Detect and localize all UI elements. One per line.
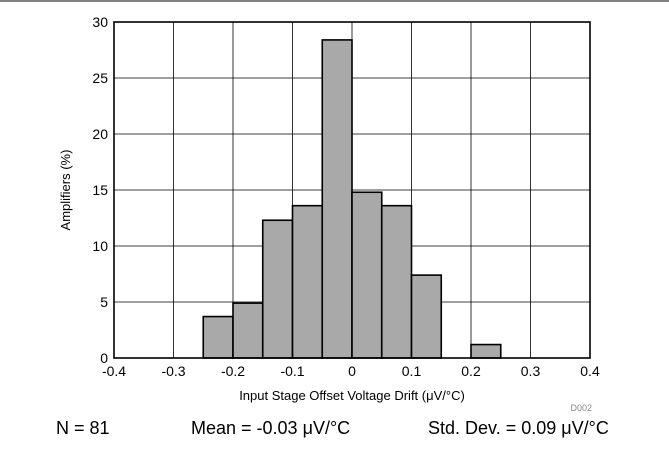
x-axis-label: Input Stage Offset Voltage Drift (μV/°C): [239, 388, 465, 403]
y-tick-label: 5: [100, 294, 108, 310]
stats-n: N = 81: [56, 418, 110, 438]
y-tick-labels: 0 5 10 15 20 25 30: [92, 14, 108, 366]
y-tick-label: 15: [92, 182, 108, 198]
histogram-bar: [351, 191, 383, 359]
x-tick-labels: -0.4 -0.3 -0.2 -0.1 0 0.1 0.2 0.3 0.4: [102, 363, 600, 379]
stats-stddev: Std. Dev. = 0.09 μV/°C: [428, 418, 609, 438]
x-tick-label: 0.4: [580, 363, 600, 379]
histogram-bar: [202, 315, 234, 359]
histogram-bar: [321, 39, 353, 359]
stats-mean: Mean = -0.03 μV/°C: [191, 418, 351, 438]
y-tick-label: 20: [92, 126, 108, 142]
x-tick-label: 0.1: [402, 363, 422, 379]
y-axis-label: Amplifiers (%): [58, 150, 73, 231]
histogram-bar: [291, 204, 324, 359]
x-tick-label: 0.3: [521, 363, 541, 379]
figure-id: D002: [570, 403, 592, 413]
x-tick-label: -0.4: [102, 363, 126, 379]
plot-frame: [113, 21, 591, 359]
bars: [202, 39, 502, 359]
x-tick-label: 0: [348, 363, 356, 379]
y-tick-label: 0: [100, 350, 108, 366]
x-tick-label: -0.2: [221, 363, 245, 379]
histogram-bar: [470, 343, 502, 359]
y-tick-label: 30: [92, 14, 108, 30]
histogram-bar: [261, 219, 294, 359]
y-tick-label: 10: [92, 238, 108, 254]
y-tick-label: 25: [92, 70, 108, 86]
x-tick-label: -0.1: [280, 363, 304, 379]
histogram-bar: [410, 274, 443, 359]
x-tick-label: 0.2: [461, 363, 481, 379]
x-tick-label: -0.3: [161, 363, 185, 379]
histogram-bar: [380, 204, 413, 359]
histogram-bar: [232, 302, 264, 359]
